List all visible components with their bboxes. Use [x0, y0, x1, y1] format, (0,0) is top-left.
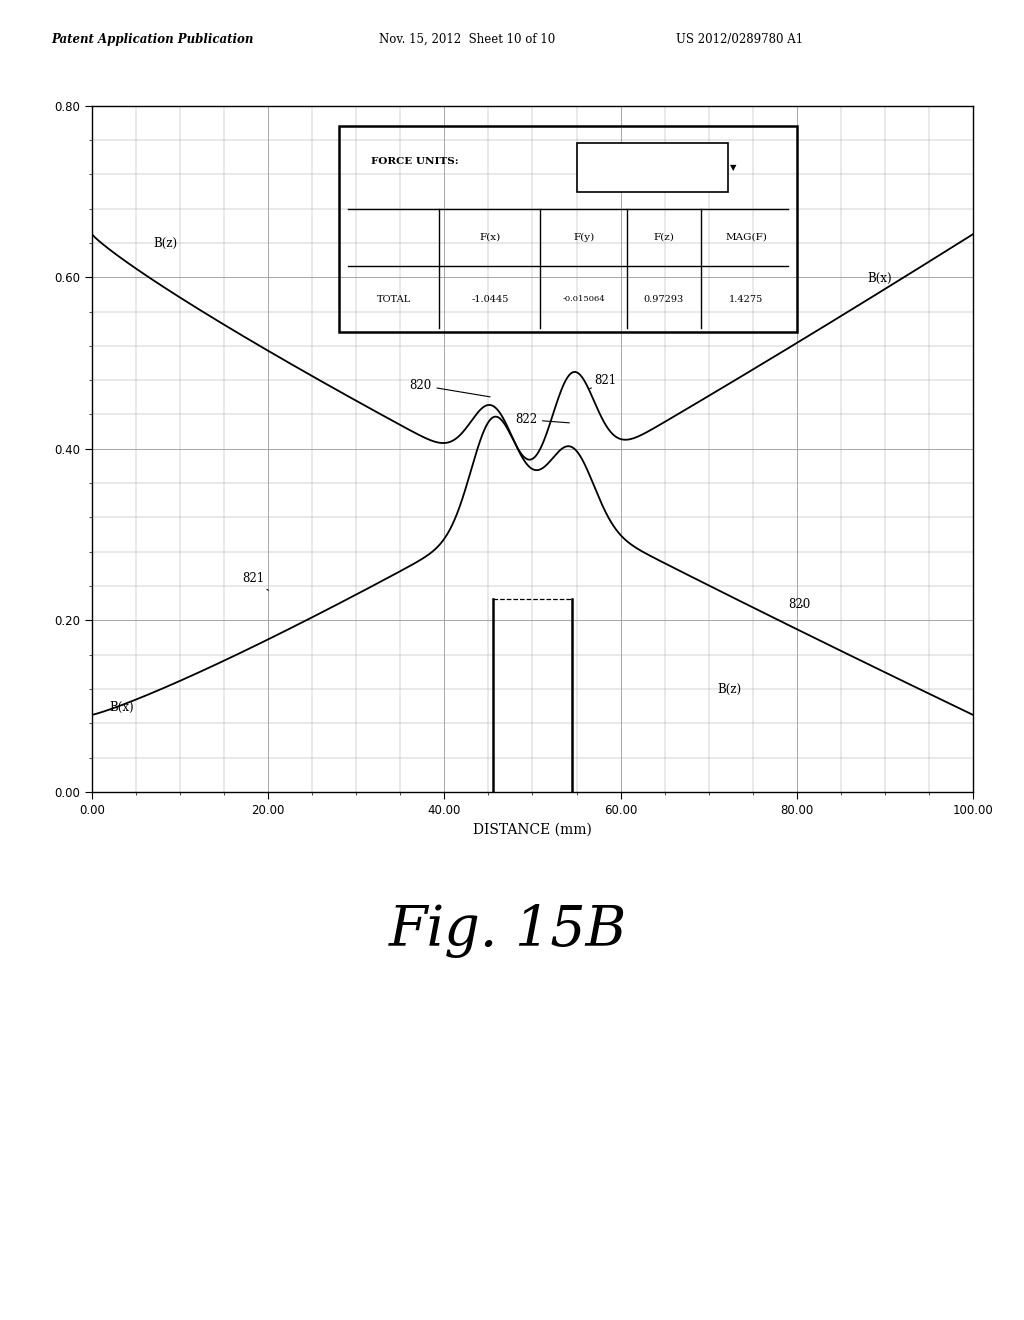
Text: Fig. 15B: Fig. 15B — [389, 903, 628, 958]
Text: 820: 820 — [787, 598, 810, 611]
Text: 821: 821 — [242, 572, 268, 590]
Text: Patent Application Publication: Patent Application Publication — [51, 33, 254, 46]
Text: 821: 821 — [590, 375, 616, 388]
Text: B(x): B(x) — [867, 272, 892, 285]
Text: 822: 822 — [515, 413, 569, 426]
Text: US 2012/0289780 A1: US 2012/0289780 A1 — [676, 33, 803, 46]
Text: 820: 820 — [410, 379, 490, 397]
X-axis label: DISTANCE (mm): DISTANCE (mm) — [473, 822, 592, 837]
Text: B(x): B(x) — [110, 701, 134, 714]
Text: B(z): B(z) — [718, 684, 741, 697]
Text: B(z): B(z) — [154, 238, 178, 251]
Text: Nov. 15, 2012  Sheet 10 of 10: Nov. 15, 2012 Sheet 10 of 10 — [379, 33, 555, 46]
